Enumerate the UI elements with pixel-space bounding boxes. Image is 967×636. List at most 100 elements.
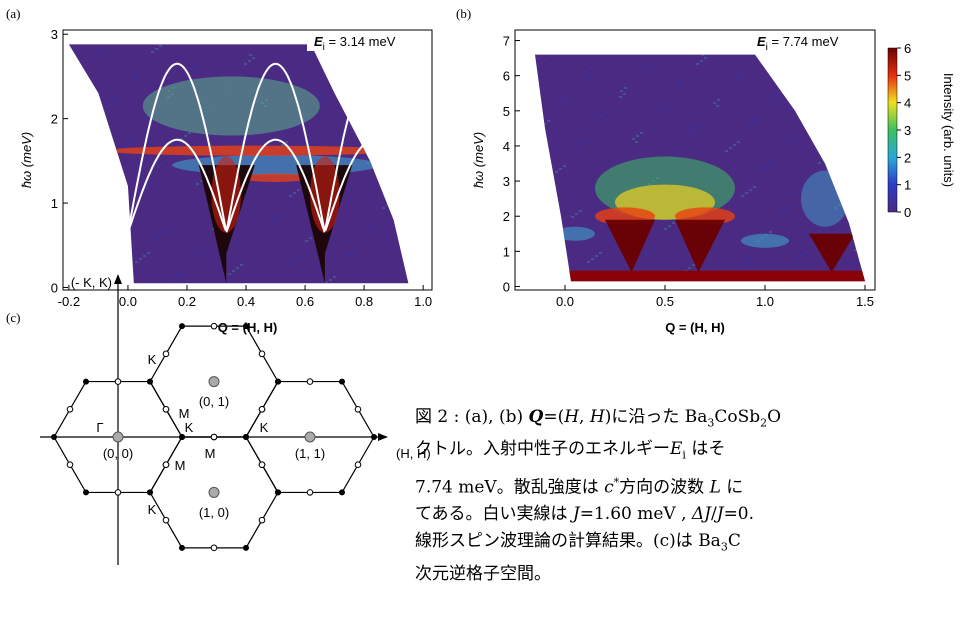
caption-text: 方向の波数	[619, 477, 710, 498]
heatmap-noise	[822, 159, 825, 161]
heatmap-noise	[852, 58, 855, 60]
heatmap-noise	[182, 272, 185, 274]
heatmap-noise	[787, 139, 790, 141]
heatmap-noise	[170, 281, 173, 283]
heatmap-noise	[661, 43, 664, 45]
heatmap-noise	[623, 93, 626, 95]
heatmap-noise	[588, 73, 591, 75]
heatmap-noise	[286, 265, 289, 267]
k-point	[243, 434, 249, 440]
intensity-feature	[310, 156, 340, 233]
heatmap-noise	[609, 166, 612, 168]
heatmap-noise	[861, 176, 864, 178]
heatmap-noise	[668, 225, 671, 227]
heatmap-noise	[297, 189, 300, 191]
m-point	[258, 405, 266, 413]
heatmap-noise	[331, 142, 334, 144]
heatmap-noise	[113, 101, 116, 103]
heatmap-noise	[579, 210, 582, 212]
intensity-feature	[605, 219, 655, 273]
caption-text: 3	[707, 416, 715, 430]
heatmap-noise	[777, 282, 780, 284]
heatmap-noise	[69, 218, 72, 220]
heatmap-noise	[788, 206, 791, 208]
heatmap-noise	[679, 149, 682, 151]
heatmap-noise	[323, 91, 326, 93]
heatmap-noise	[127, 210, 130, 212]
heatmap-noise	[678, 82, 681, 84]
heatmap-noise	[775, 91, 778, 93]
heatmap-noise	[610, 233, 613, 235]
heatmap-noise	[758, 52, 761, 54]
heatmap-noise	[857, 179, 860, 181]
heatmap-noise	[109, 104, 112, 106]
heatmap-noise	[768, 164, 771, 166]
heatmap-noise	[79, 75, 82, 77]
heatmap-noise	[392, 137, 395, 139]
caption-line: 7.74 meV。散乱強度は c*方向の波数 L に	[415, 469, 967, 502]
k-point	[339, 489, 345, 496]
m-point	[162, 350, 170, 358]
k-point	[179, 323, 185, 330]
intensity-feature	[801, 170, 849, 227]
heatmap-noise	[151, 51, 154, 53]
heatmap-noise	[416, 103, 419, 105]
heatmap-noise	[342, 66, 345, 68]
heatmap-noise	[521, 218, 524, 220]
heatmap-noise	[381, 83, 384, 85]
heatmap-noise	[135, 261, 138, 263]
heatmap-noise	[619, 96, 622, 98]
heatmap-noise	[137, 67, 140, 69]
caption-line: クトル。入射中性子のエネルギーEi はそ	[415, 436, 967, 468]
heatmap-noise	[804, 251, 807, 253]
heatmap-noise	[132, 76, 135, 78]
y-tick-label: 5	[503, 104, 510, 119]
y-tick-label: 3	[51, 27, 58, 42]
heatmap-noise	[371, 226, 374, 228]
heatmap-noise	[749, 189, 752, 191]
heatmap-noise	[760, 170, 763, 172]
heatmap-noise	[374, 156, 377, 158]
heatmap-noise	[406, 246, 409, 248]
heatmap-noise	[194, 65, 197, 67]
heatmap-noise	[800, 254, 803, 256]
heatmap-noise	[600, 121, 603, 123]
heatmap-noise	[830, 153, 833, 155]
heatmap-noise	[858, 246, 861, 248]
heatmap-noise	[259, 239, 262, 241]
m-point	[354, 461, 362, 469]
caption-text: *	[613, 475, 620, 489]
heatmap-noise	[156, 42, 159, 44]
k-point	[339, 378, 345, 385]
heatmap-noise	[386, 204, 389, 206]
intensity-feature	[565, 270, 865, 282]
heatmap-noise	[196, 183, 199, 185]
caption-text: 次元逆格子空間。	[415, 563, 551, 584]
heatmap-noise	[584, 76, 587, 78]
heatmap-noise	[553, 54, 556, 55]
heatmap-noise	[733, 144, 736, 146]
heatmap-noise	[780, 212, 783, 214]
heatmap-noise	[756, 116, 759, 118]
caption-text: クトル。入射中性子のエネルギー	[415, 439, 670, 460]
heatmap-noise	[402, 249, 405, 251]
panel-label: (a)	[6, 6, 20, 21]
heatmap-noise	[823, 226, 826, 228]
symmetry-label: M	[179, 406, 190, 421]
caption-text: =(	[543, 407, 565, 427]
m-point	[66, 461, 74, 469]
heatmap-noise	[104, 238, 107, 240]
heatmap-noise	[409, 176, 412, 178]
heatmap-noise	[284, 74, 287, 76]
heatmap-noise	[741, 195, 744, 197]
heatmap-noise	[696, 63, 699, 65]
heatmap-noise	[682, 79, 685, 81]
heatmap-noise	[247, 248, 250, 250]
x-tick-label: 1.0	[414, 294, 432, 309]
symmetry-label: M	[175, 458, 186, 473]
heatmap-noise	[771, 94, 774, 96]
heatmap-noise	[289, 195, 292, 197]
heatmap-noise	[84, 196, 87, 198]
heatmap-noise	[828, 92, 831, 94]
